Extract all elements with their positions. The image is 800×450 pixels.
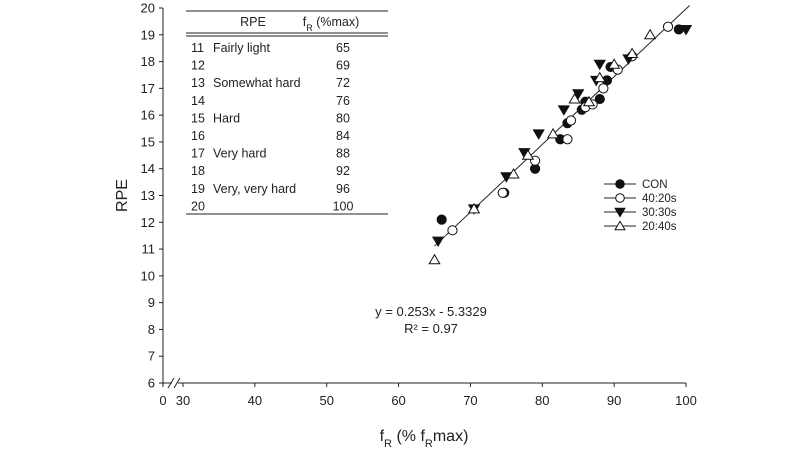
data-point <box>679 24 693 36</box>
x-axis-break-mark <box>167 377 175 389</box>
y-tick-label: 8 <box>148 322 155 337</box>
x-tick-label: 0 <box>159 393 166 408</box>
data-point <box>568 93 581 104</box>
table-cell-rpe: 17 <box>191 147 205 161</box>
x-tick-label: 70 <box>463 393 477 408</box>
x-axis-title: fR (% fRmax) <box>380 428 469 450</box>
table-cell-desc: Fairly light <box>213 41 270 55</box>
table-cell-fr: 69 <box>336 59 350 73</box>
y-tick-label: 6 <box>148 376 155 391</box>
legend-label: CON <box>642 179 668 191</box>
table-cell-fr: 72 <box>336 76 350 90</box>
x-tick-label: 90 <box>607 393 621 408</box>
x-axis-break-mark <box>173 377 181 389</box>
data-point <box>467 202 481 214</box>
y-tick-label: 10 <box>141 268 155 283</box>
data-point <box>662 21 674 32</box>
data-point <box>557 105 571 116</box>
data-point <box>572 89 585 100</box>
data-point <box>593 71 606 83</box>
legend-marker <box>614 207 626 218</box>
axes: 6 7 8 9 10 11 12 13 14 15 16 17 18 19 20 0 30 40 50 60 70 80 9… <box>114 1 697 450</box>
data-point <box>643 28 657 40</box>
table-cell-rpe: 15 <box>191 111 205 125</box>
x-tick-label: 100 <box>675 393 697 408</box>
table-header-fr: fR (%max) <box>303 15 360 33</box>
data-point <box>521 149 535 160</box>
table-cell-fr: 84 <box>336 129 350 143</box>
table-cell-fr: 96 <box>336 182 350 196</box>
table-cell-rpe: 18 <box>191 164 205 178</box>
y-tick-label: 15 <box>141 134 155 149</box>
table-cell-fr: 92 <box>336 164 350 178</box>
legend-marker <box>615 193 625 203</box>
y-tick-label: 16 <box>141 108 155 123</box>
data-point <box>562 134 573 145</box>
table-cell-rpe: 14 <box>191 94 205 108</box>
regression-equation: y = 0.253x - 5.3329 <box>375 304 487 319</box>
y-tick-label: 12 <box>141 215 155 230</box>
table-header-rpe: RPE <box>240 15 266 29</box>
table-cell-fr: 65 <box>336 41 350 55</box>
y-tick-label: 14 <box>141 161 155 176</box>
table-cell-desc: Very hard <box>213 147 267 161</box>
table-cell-fr: 76 <box>336 94 350 108</box>
data-point <box>598 83 609 94</box>
y-tick-label: 17 <box>141 81 155 96</box>
data-point <box>507 168 520 179</box>
data-point <box>447 225 458 236</box>
data-point <box>436 214 447 225</box>
data-point <box>428 253 441 265</box>
table-cell-desc: Somewhat hard <box>213 76 301 90</box>
data-point <box>431 236 445 248</box>
data-point <box>594 93 605 105</box>
table-cell-rpe: 11 <box>191 41 204 55</box>
table-cell-rpe: 13 <box>191 76 205 90</box>
table-cell-fr: 80 <box>336 111 350 125</box>
table-cell-rpe: 16 <box>191 129 205 143</box>
y-tick-label: 20 <box>141 1 155 16</box>
data-points <box>428 21 693 265</box>
x-tick-label: 40 <box>248 393 262 408</box>
x-tick-label: 80 <box>535 393 549 408</box>
legend-label: 40:20s <box>642 193 677 205</box>
y-axis-title: RPE <box>114 179 131 212</box>
data-point <box>532 129 545 140</box>
y-tick-label: 13 <box>141 188 155 203</box>
x-tick-label: 30 <box>176 393 190 408</box>
table-cell-desc: Very, very hard <box>213 182 296 196</box>
regression-r2: R² = 0.97 <box>404 321 458 336</box>
legend-marker <box>615 179 625 189</box>
y-tick-label: 18 <box>141 54 155 69</box>
table-cell-fr: 100 <box>333 199 354 213</box>
table-cell-rpe: 20 <box>191 199 205 213</box>
x-tick-label: 50 <box>319 393 333 408</box>
table-cell-desc: Hard <box>213 111 240 125</box>
y-tick-label: 9 <box>148 295 155 310</box>
x-tick-label: 60 <box>391 393 405 408</box>
data-point <box>565 115 577 126</box>
table-cell-rpe: 19 <box>191 182 205 196</box>
data-point <box>497 187 508 198</box>
inset-table: RPE fR (%max) 11 Fairly light 65 12 69 13 Somewh… <box>186 10 388 215</box>
legend: CON 40:20s 30:30s 20:40s <box>604 179 677 233</box>
data-point <box>607 58 621 69</box>
y-tick-label: 19 <box>141 27 155 42</box>
data-point <box>582 95 596 107</box>
legend-label: 30:30s <box>642 207 677 219</box>
table-cell-fr: 88 <box>336 147 350 161</box>
annotations: y = 0.253x - 5.3329 R² = 0.97 <box>375 304 487 336</box>
legend-label: 20:40s <box>642 221 677 233</box>
series-40-20s <box>447 21 674 236</box>
data-point <box>546 127 560 139</box>
series-20-40s <box>428 28 657 265</box>
y-tick-label: 11 <box>142 242 156 257</box>
y-tick-label: 7 <box>148 349 155 364</box>
data-point <box>625 47 639 59</box>
data-point <box>593 59 606 71</box>
table-cell-rpe: 12 <box>191 59 205 73</box>
legend-marker <box>614 220 626 231</box>
